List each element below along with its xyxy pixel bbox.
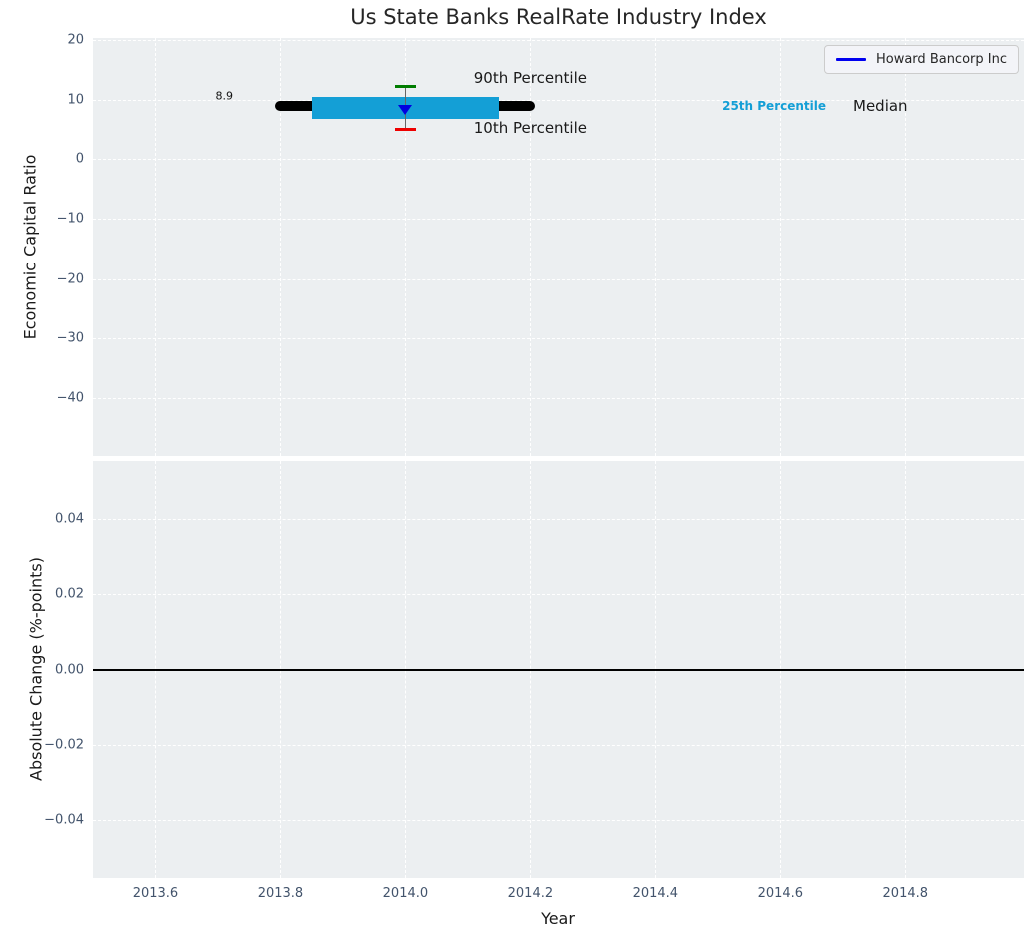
- legend-label: Howard Bancorp Inc: [875, 52, 1007, 67]
- y-tick-label: −0.04: [44, 812, 84, 828]
- x-axis-label: Year: [541, 909, 575, 928]
- annotation: 25th Percentile: [722, 98, 827, 113]
- x-tick-label: 2014.0: [382, 886, 429, 901]
- gridline-vertical: [155, 38, 157, 456]
- y-tick-label: 0: [75, 151, 84, 167]
- legend: Howard Bancorp Inc: [823, 45, 1019, 74]
- gridline-vertical: [280, 38, 282, 456]
- y-tick-label: −30: [56, 330, 84, 346]
- annotation: 10th Percentile: [473, 118, 587, 137]
- y-tick-label: 20: [67, 32, 84, 48]
- y-tick-label: 0.04: [55, 511, 84, 527]
- plot-area-bottom: [93, 461, 1024, 878]
- y-tick-label: −20: [56, 271, 84, 287]
- gridline-vertical: [905, 38, 907, 456]
- gridline-horizontal: [93, 219, 1024, 220]
- y-tick-label: −0.02: [44, 737, 84, 753]
- annotation: 8.9: [215, 89, 233, 103]
- zero-line: [93, 668, 1024, 671]
- company-marker-triangle-down: [398, 105, 413, 116]
- y-tick-label: 0.00: [55, 662, 84, 677]
- y-tick-label: −40: [56, 390, 84, 406]
- y-tick-label: −10: [56, 211, 84, 227]
- x-tick-label: 2013.6: [132, 886, 179, 901]
- gridline-vertical: [530, 38, 532, 456]
- annotation: 90th Percentile: [473, 68, 587, 87]
- chart-title: Us State Banks RealRate Industry Index: [350, 5, 767, 29]
- x-tick-label: 2014.2: [507, 886, 554, 901]
- plot-area-top: Howard Bancorp Inc 8.9 90th Percentile 10t…: [93, 38, 1024, 456]
- x-tick-label: 2013.8: [257, 886, 304, 901]
- errorbar-cap-90th: [394, 84, 416, 89]
- gridline-horizontal: [93, 397, 1024, 399]
- gridline-horizontal: [93, 159, 1024, 161]
- y-tick-label: 10: [67, 92, 84, 108]
- gridline-horizontal: [93, 519, 1024, 521]
- gridline-horizontal: [93, 338, 1024, 340]
- gridline-horizontal: [93, 40, 1024, 42]
- x-tick-label: 2014.4: [632, 886, 679, 901]
- x-tick-label: 2014.8: [882, 886, 929, 901]
- gridline-horizontal: [93, 744, 1024, 746]
- gridline-horizontal: [93, 278, 1024, 280]
- gridline-vertical: [780, 38, 782, 456]
- gridline-vertical: [655, 38, 657, 456]
- y-axis-label-top: Economic Capital Ratio: [20, 154, 40, 340]
- x-tick-label: 2014.6: [757, 886, 804, 901]
- gridline-horizontal: [93, 594, 1024, 596]
- gridline-vertical: [405, 38, 407, 456]
- y-tick-label: 0.02: [55, 586, 84, 602]
- errorbar-cap-10th: [394, 127, 416, 132]
- annotation: Median: [853, 96, 908, 115]
- gridline-horizontal: [93, 99, 1024, 101]
- gridline-horizontal: [93, 819, 1024, 821]
- legend-line-swatch: [835, 58, 866, 61]
- y-axis-label-bottom: Absolute Change (%-points): [26, 557, 46, 781]
